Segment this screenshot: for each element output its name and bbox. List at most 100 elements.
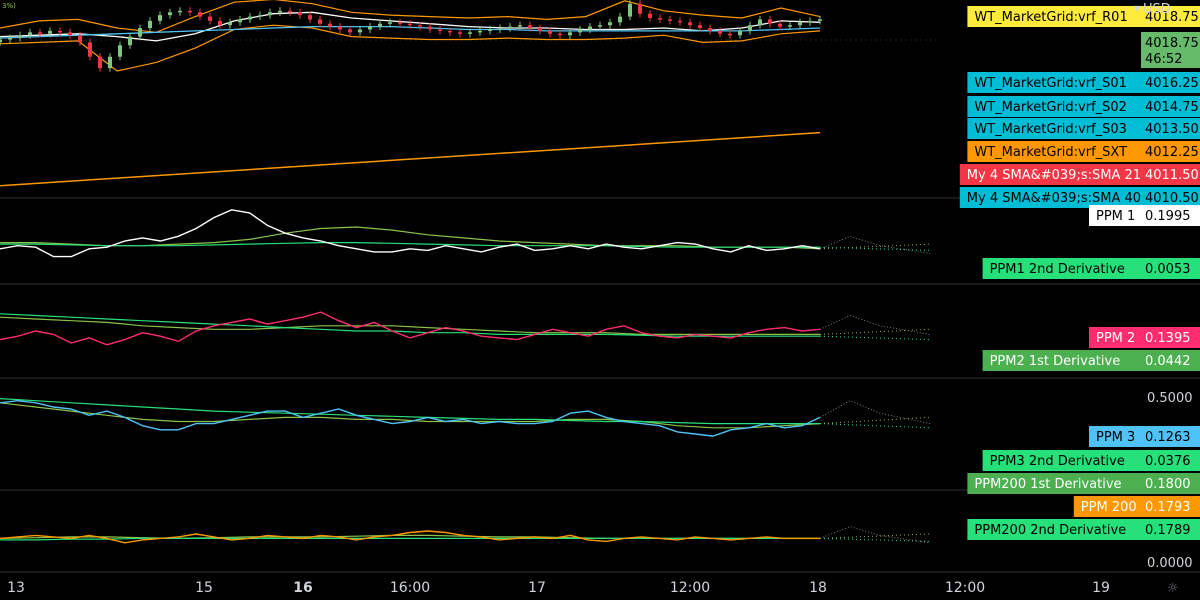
candle-body[interactable] bbox=[668, 19, 672, 21]
candle-body[interactable] bbox=[198, 12, 202, 17]
time-axis[interactable]: 13 15 16 16:00 17 12:00 18 12:00 19 bbox=[7, 580, 1110, 596]
candle-body[interactable] bbox=[628, 3, 632, 17]
candle-body[interactable] bbox=[448, 30, 452, 33]
candle-body[interactable] bbox=[78, 35, 82, 43]
candle-body[interactable] bbox=[108, 56, 112, 69]
candle-body[interactable] bbox=[508, 26, 512, 29]
candle-body[interactable] bbox=[458, 32, 462, 34]
candle-body[interactable] bbox=[218, 20, 222, 26]
candle-body[interactable] bbox=[68, 32, 72, 36]
derivative-line-1 bbox=[0, 398, 820, 425]
label-countdown-text: 46:52 bbox=[1145, 52, 1182, 67]
candle-body[interactable] bbox=[158, 15, 162, 21]
upper-band-line bbox=[0, 0, 821, 33]
settings-gear-icon[interactable]: ☼ bbox=[1167, 581, 1179, 596]
candle-body[interactable] bbox=[488, 29, 492, 31]
candle-body[interactable] bbox=[248, 16, 252, 20]
candle-body[interactable] bbox=[618, 16, 622, 23]
candle-body[interactable] bbox=[308, 15, 312, 20]
candle-body[interactable] bbox=[738, 30, 742, 36]
candle-body[interactable] bbox=[118, 45, 122, 57]
price-panel[interactable] bbox=[0, 0, 822, 187]
indicator-panels[interactable] bbox=[0, 209, 931, 544]
indicator-panel-1[interactable] bbox=[0, 209, 931, 258]
candle-body[interactable] bbox=[208, 16, 212, 21]
candle-body[interactable] bbox=[798, 22, 802, 26]
candle-body[interactable] bbox=[758, 19, 762, 26]
candle-body[interactable] bbox=[388, 22, 392, 24]
candle-body[interactable] bbox=[18, 35, 22, 39]
candle-body[interactable] bbox=[378, 23, 382, 27]
candle-body[interactable] bbox=[428, 26, 432, 30]
candle-body[interactable] bbox=[708, 28, 712, 31]
candle-body[interactable] bbox=[348, 29, 352, 33]
candle-body[interactable] bbox=[398, 22, 402, 24]
candle-body[interactable] bbox=[418, 25, 422, 27]
candle-body[interactable] bbox=[358, 29, 362, 33]
candle-body[interactable] bbox=[818, 19, 822, 21]
candle-body[interactable] bbox=[238, 19, 242, 23]
candle-body[interactable] bbox=[588, 26, 592, 30]
label-name-text: WT_MarketGrid:vrf_S02 bbox=[974, 100, 1127, 115]
candle-body[interactable] bbox=[38, 32, 42, 34]
candle-body[interactable] bbox=[178, 10, 182, 13]
candle-body[interactable] bbox=[8, 38, 12, 40]
currency-dropdown-icon[interactable]: ▾ bbox=[1134, 1, 1140, 15]
candle-body[interactable] bbox=[678, 20, 682, 23]
candle-body[interactable] bbox=[598, 25, 602, 27]
candle-body[interactable] bbox=[468, 32, 472, 34]
candle-body[interactable] bbox=[608, 22, 612, 26]
candle-body[interactable] bbox=[638, 3, 642, 14]
candle-body[interactable] bbox=[478, 30, 482, 33]
candle-body[interactable] bbox=[718, 30, 722, 34]
candle-body[interactable] bbox=[278, 10, 282, 13]
candle-body[interactable] bbox=[148, 20, 152, 29]
candle-body[interactable] bbox=[48, 30, 52, 34]
currency-label[interactable]: USD bbox=[1143, 2, 1171, 17]
candle-body[interactable] bbox=[558, 33, 562, 36]
indicator-panel-2[interactable] bbox=[0, 311, 931, 346]
candle-body[interactable] bbox=[318, 19, 322, 24]
candle-body[interactable] bbox=[168, 12, 172, 16]
candle-body[interactable] bbox=[58, 30, 62, 33]
candle-body[interactable] bbox=[548, 30, 552, 34]
candle-body[interactable] bbox=[688, 22, 692, 26]
candle-body[interactable] bbox=[578, 29, 582, 33]
indicator-panel-3[interactable] bbox=[0, 398, 931, 437]
candle-body[interactable] bbox=[128, 36, 132, 46]
candle-body[interactable] bbox=[138, 28, 142, 37]
candle-body[interactable] bbox=[188, 10, 192, 13]
candle-body[interactable] bbox=[408, 23, 412, 26]
candle-body[interactable] bbox=[518, 25, 522, 27]
candle-body[interactable] bbox=[368, 26, 372, 30]
candle-body[interactable] bbox=[728, 33, 732, 36]
candle-body[interactable] bbox=[338, 26, 342, 30]
candle-body[interactable] bbox=[98, 56, 102, 69]
candle-body[interactable] bbox=[258, 15, 262, 17]
indicator-panel-4[interactable] bbox=[0, 526, 931, 544]
candle-body[interactable] bbox=[268, 12, 272, 16]
candle-body[interactable] bbox=[768, 19, 772, 24]
candle-body[interactable] bbox=[648, 13, 652, 18]
candle-body[interactable] bbox=[788, 25, 792, 27]
candle-body[interactable] bbox=[778, 23, 782, 27]
label-name-text: WT_MarketGrid:vrf_SXT bbox=[974, 145, 1127, 160]
candle-body[interactable] bbox=[288, 10, 292, 13]
label-name-box bbox=[982, 350, 1141, 371]
candle-body[interactable] bbox=[698, 25, 702, 29]
candle-body[interactable] bbox=[0, 39, 2, 43]
candle-body[interactable] bbox=[658, 18, 662, 20]
candle-body[interactable] bbox=[568, 32, 572, 36]
candle-body[interactable] bbox=[498, 28, 502, 30]
candle-body[interactable] bbox=[538, 28, 542, 31]
candle-body[interactable] bbox=[808, 20, 812, 23]
candle-body[interactable] bbox=[528, 25, 532, 29]
candle-body[interactable] bbox=[438, 29, 442, 31]
candle-body[interactable] bbox=[228, 22, 232, 26]
candle-body[interactable] bbox=[298, 12, 302, 16]
candle-body[interactable] bbox=[88, 42, 92, 57]
candle-body[interactable] bbox=[28, 32, 32, 36]
candle-body[interactable] bbox=[748, 25, 752, 31]
candle-body[interactable] bbox=[328, 23, 332, 27]
